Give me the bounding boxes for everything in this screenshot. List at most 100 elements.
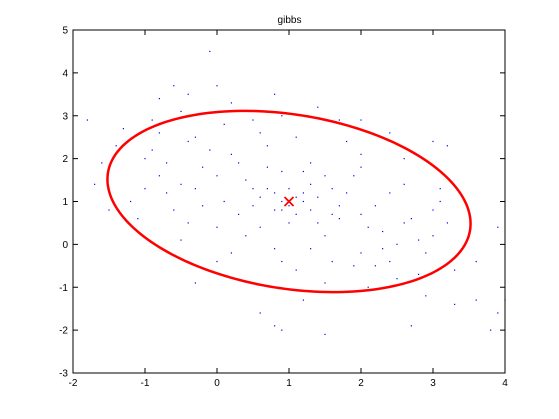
sample-point xyxy=(274,248,276,250)
sample-point xyxy=(245,235,247,237)
sample-point xyxy=(410,218,412,220)
chart-title: gibbs xyxy=(278,15,302,26)
x-tick-label: 2 xyxy=(358,378,364,389)
sample-point xyxy=(317,106,319,108)
x-tick-label: 4 xyxy=(502,378,508,389)
sample-point xyxy=(281,329,283,331)
sample-point xyxy=(324,282,326,284)
sample-point xyxy=(101,162,103,164)
sample-point xyxy=(194,136,196,138)
sample-point xyxy=(281,260,283,263)
y-tick-label: 3 xyxy=(62,111,68,122)
sample-point xyxy=(216,85,218,87)
sample-points xyxy=(86,50,506,336)
sample-point xyxy=(360,119,362,121)
sample-point xyxy=(432,140,434,143)
sample-point xyxy=(288,188,290,190)
sample-point xyxy=(353,175,355,177)
sample-point xyxy=(274,209,276,211)
sample-point xyxy=(439,200,441,203)
sample-point xyxy=(331,213,333,215)
sample-point xyxy=(180,239,182,241)
sample-point xyxy=(173,209,175,211)
sample-point xyxy=(418,239,420,241)
sample-point xyxy=(490,329,492,331)
sample-point xyxy=(324,333,326,336)
sample-point xyxy=(403,158,405,160)
sample-point xyxy=(302,200,304,203)
sample-point xyxy=(252,119,254,121)
sample-point xyxy=(382,230,384,233)
sample-point xyxy=(295,136,297,138)
sample-point xyxy=(281,115,283,117)
sample-point xyxy=(252,205,254,207)
sample-point xyxy=(367,286,369,288)
sample-point xyxy=(310,162,312,164)
y-tick-label: 4 xyxy=(62,68,68,79)
sample-point xyxy=(281,209,283,211)
sample-point xyxy=(382,248,384,250)
sample-point xyxy=(238,162,240,164)
sample-point xyxy=(94,183,96,185)
sample-point xyxy=(374,265,376,267)
x-tick-label: 0 xyxy=(214,378,220,389)
sample-point xyxy=(274,325,276,327)
y-tick-label: 5 xyxy=(62,26,68,37)
sample-point xyxy=(223,200,225,203)
axes-box xyxy=(72,29,506,374)
sample-point xyxy=(432,209,434,211)
sample-point xyxy=(403,222,405,224)
sample-point xyxy=(115,145,117,147)
sample-point xyxy=(281,170,283,173)
sample-point xyxy=(432,235,434,237)
sample-point xyxy=(360,166,362,168)
sample-point xyxy=(331,188,333,190)
sample-point xyxy=(245,179,247,181)
sample-point xyxy=(130,200,132,203)
x-tick-label: 3 xyxy=(430,378,436,389)
y-tick-label: 1 xyxy=(62,197,68,208)
sample-point xyxy=(302,299,304,301)
sample-point xyxy=(187,93,189,95)
x-tick-label: -2 xyxy=(69,378,78,389)
sample-point xyxy=(144,188,146,190)
sample-point xyxy=(259,196,261,198)
mean-marker xyxy=(283,196,295,207)
sample-point xyxy=(122,128,124,130)
sample-point xyxy=(158,98,160,100)
sample-point xyxy=(310,209,312,211)
sample-point xyxy=(108,209,110,211)
sample-point xyxy=(475,260,477,263)
sample-point xyxy=(360,153,362,155)
sample-point xyxy=(497,312,499,314)
sample-point xyxy=(338,119,340,121)
sample-point xyxy=(230,252,232,254)
sample-point xyxy=(346,192,348,194)
sample-point xyxy=(216,226,218,228)
sample-point xyxy=(310,183,312,185)
sample-point xyxy=(454,269,456,271)
sample-point xyxy=(425,295,427,297)
y-tick-label: -2 xyxy=(59,326,68,337)
sample-point xyxy=(446,222,448,224)
sample-point xyxy=(173,85,175,87)
sample-point xyxy=(317,222,319,224)
y-tick-label: 0 xyxy=(62,240,68,251)
sample-point xyxy=(180,183,182,185)
sample-point xyxy=(396,278,398,280)
sample-point xyxy=(216,175,218,177)
sample-point xyxy=(317,196,319,198)
sample-point xyxy=(202,166,204,168)
sample-point xyxy=(425,252,427,254)
sample-point xyxy=(403,183,405,185)
sample-point xyxy=(302,170,304,173)
sample-point xyxy=(259,226,261,228)
sample-point xyxy=(274,192,276,194)
sample-point xyxy=(86,119,88,121)
sample-point xyxy=(259,312,261,314)
sample-point xyxy=(288,222,290,224)
sample-point xyxy=(166,162,168,164)
y-tick-label: 2 xyxy=(62,154,68,165)
